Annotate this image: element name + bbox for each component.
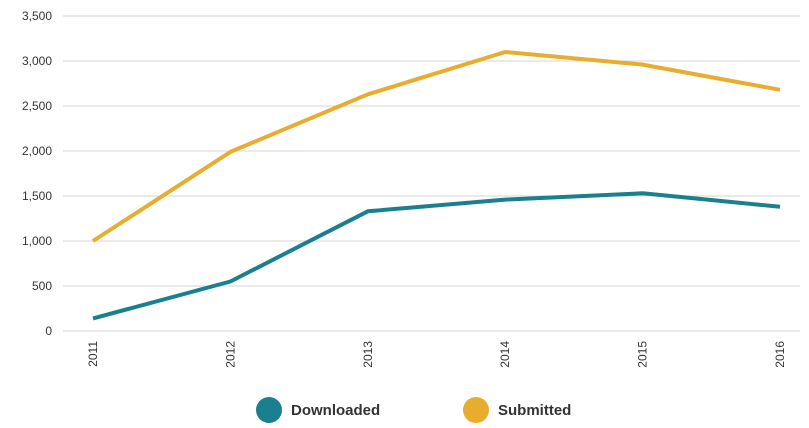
legend: Downloaded Submitted	[256, 397, 571, 423]
y-tick-label: 0	[45, 324, 52, 338]
y-tick-label: 3,000	[22, 54, 52, 68]
x-tick-label: 2012	[223, 341, 237, 368]
legend-swatch-downloaded	[256, 397, 282, 423]
x-tick-label: 2011	[86, 341, 100, 367]
y-tick-label: 2,000	[22, 144, 52, 158]
y-tick-label: 2,500	[22, 99, 52, 113]
series-line-submitted	[91, 50, 781, 243]
gridlines	[63, 15, 800, 332]
y-tick-label: 500	[32, 279, 52, 293]
legend-label-submitted: Submitted	[498, 402, 571, 419]
series-line-downloaded	[92, 191, 781, 321]
y-tick-label: 3,500	[22, 9, 52, 23]
y-tick-label: 1,500	[22, 189, 52, 203]
x-tick-label: 2013	[361, 341, 375, 368]
y-axis-ticks: 0 500 1,000 1,500 2,000 2,500 3,000 3,500	[22, 9, 52, 338]
x-tick-label: 2015	[636, 341, 650, 368]
legend-swatch-submitted	[463, 397, 489, 423]
x-tick-label: 2016	[773, 341, 787, 368]
legend-label-downloaded: Downloaded	[291, 402, 380, 419]
x-axis-ticks: 2011 2012 2013 2014 2015 2016	[86, 341, 787, 368]
series-lines	[91, 50, 781, 321]
y-tick-label: 1,000	[22, 234, 52, 248]
x-tick-label: 2014	[498, 341, 512, 368]
